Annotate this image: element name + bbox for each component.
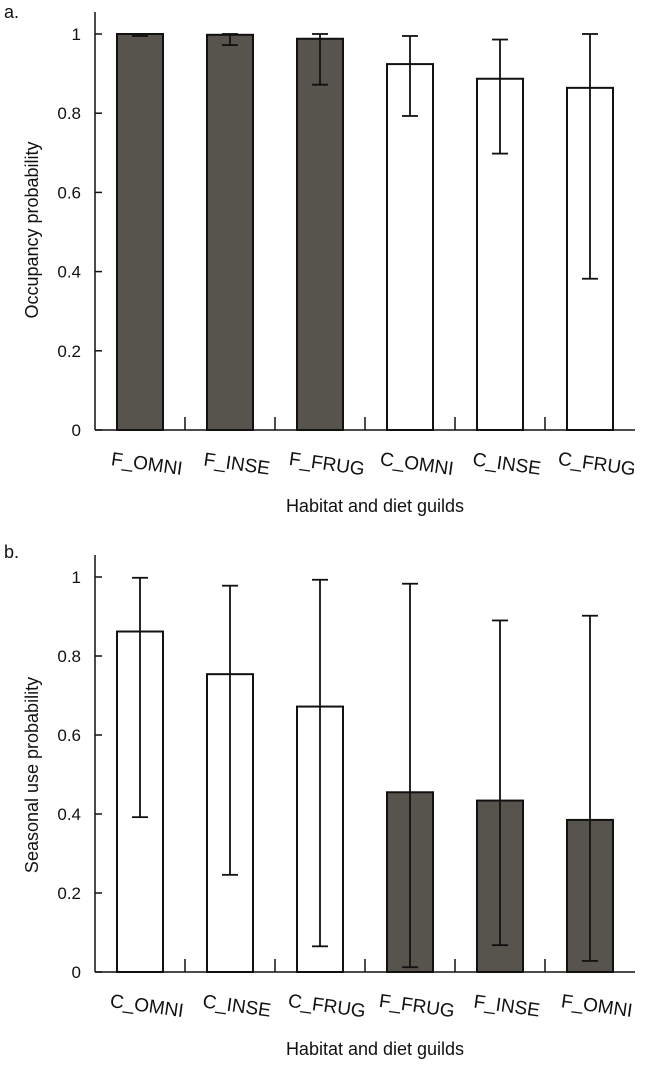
x-category-label: F_INSE [202, 450, 271, 480]
x-category-label: F_OMNI [110, 449, 184, 480]
x-category-label: C_INSE [201, 991, 272, 1021]
x-category-label: F_FRUG [378, 991, 456, 1022]
x-category-label: F_FRUG [288, 449, 366, 480]
y-tick-label: 0.2 [57, 342, 81, 361]
y-tick-label: 0 [72, 421, 81, 440]
y-tick-label: 0.2 [57, 884, 81, 903]
x-category-label: F_OMNI [560, 991, 634, 1022]
panel-a: a. Habitat and diet guilds Occupancy pro… [4, 2, 637, 516]
y-tick-label: 1 [72, 568, 81, 587]
x-axis-title-a: Habitat and diet guilds [286, 496, 464, 516]
panel-b: b. Habitat and diet guilds Seasonal use … [4, 542, 635, 1059]
y-tick-label: 0.4 [57, 263, 81, 282]
x-category-label: C_OMNI [109, 991, 185, 1022]
bar-c-omni [386, 63, 434, 431]
y-tick-label: 0.6 [57, 183, 81, 202]
panel-label-b: b. [4, 542, 19, 562]
y-tick-label: 0.8 [57, 647, 81, 666]
y-tick-label: 0.8 [57, 104, 81, 123]
y-axis-title-b: Seasonal use probability [22, 677, 42, 873]
x-category-label: C_OMNI [379, 449, 455, 480]
y-axis-title-a: Occupancy probability [22, 141, 42, 318]
x-category-label: F_INSE [472, 992, 541, 1022]
y-tick-label: 0.4 [57, 805, 81, 824]
y-tick-label: 0.6 [57, 726, 81, 745]
y-tick-label: 0 [72, 963, 81, 982]
bar-f-omni [116, 33, 164, 431]
x-category-label: C_INSE [471, 449, 542, 479]
x-category-label: C_FRUG [287, 991, 367, 1023]
x-axis-title-b: Habitat and diet guilds [286, 1039, 464, 1059]
x-category-label: C_FRUG [557, 449, 637, 481]
bar-f-frug [296, 37, 344, 431]
y-tick-label: 1 [72, 25, 81, 44]
bar-f-inse [206, 33, 254, 432]
panel-label-a: a. [4, 2, 19, 22]
